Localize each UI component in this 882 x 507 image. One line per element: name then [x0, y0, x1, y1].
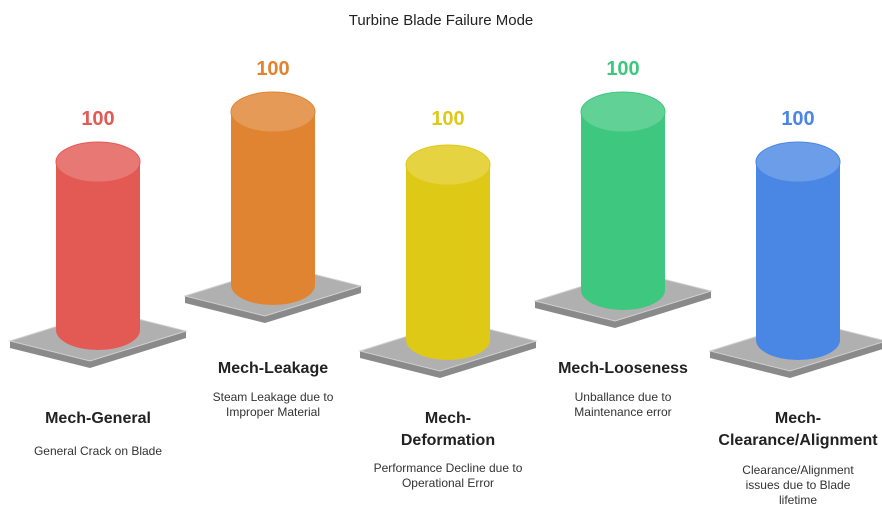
cylinder-top	[230, 91, 316, 133]
item-description: Clearance/Alignment issues due to Blade …	[742, 463, 854, 507]
cylinder-body	[56, 162, 140, 350]
value-label: 100	[81, 108, 115, 130]
cylinder-body	[406, 165, 490, 360]
item-title: Mech-Looseness	[558, 360, 688, 377]
value-label: 100	[431, 108, 465, 130]
value-label: 100	[256, 58, 290, 80]
platform-side	[10, 331, 186, 368]
platform-side	[360, 341, 536, 378]
item-title: Mech-Leakage	[217, 360, 329, 377]
cylinder-body	[581, 112, 665, 310]
platform-side	[535, 291, 711, 328]
value-label: 100	[606, 58, 640, 80]
cylinder-top	[55, 141, 141, 183]
cylinder-top	[405, 144, 491, 186]
item-description: Unballance due to Maintenance error	[574, 390, 672, 419]
cylinder-body	[231, 112, 315, 305]
cylinder-top	[755, 141, 841, 183]
item-description: General Crack on Blade	[33, 444, 163, 458]
item-description: Steam Leakage due to Improper Material	[212, 390, 334, 419]
item-title: Mech-Deformation	[400, 410, 496, 449]
cylinder-body	[756, 162, 840, 360]
value-label: 100	[781, 108, 815, 130]
platform-side	[185, 286, 361, 323]
title: Turbine Blade Failure Mode	[348, 12, 534, 29]
item-description: Performance Decline due to Operational E…	[373, 461, 523, 490]
item-title: Mech-General	[45, 410, 151, 427]
cylinder-top	[580, 91, 666, 133]
platform-side	[710, 342, 882, 378]
item-title: Mech-Clearance/Alignment	[718, 410, 878, 449]
